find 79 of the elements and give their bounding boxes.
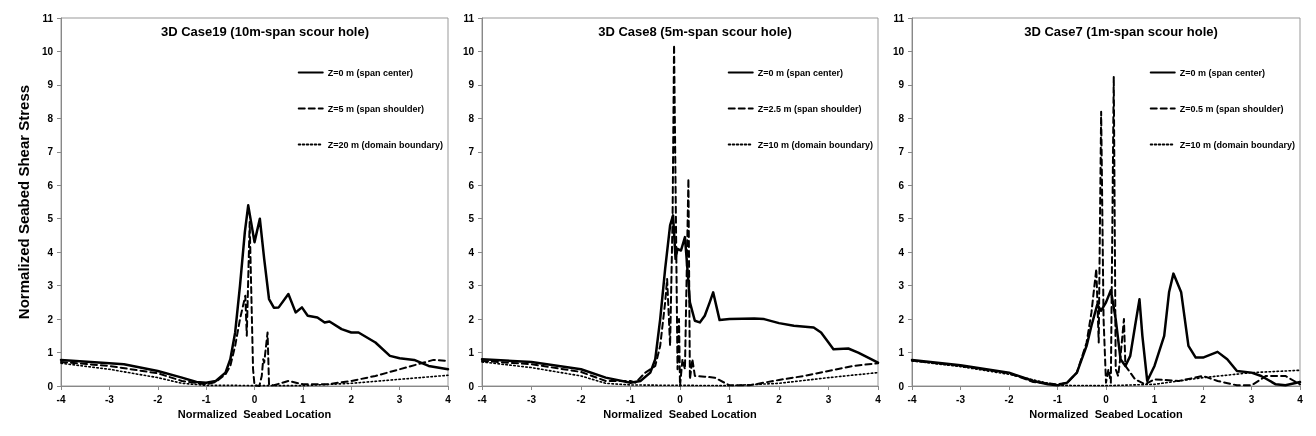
y-tick-label: 7 [468,146,475,158]
x-tick-label: 2 [776,393,783,405]
legend-label: Z=0 m (span center) [327,67,414,78]
y-tick-label: 2 [898,313,905,325]
x-tick-label: -1 [1053,393,1063,405]
x-axis-title: Normalized Seabed Location [1029,408,1183,421]
legend-label: Z=5 m (span shoulder) [327,103,425,114]
x-tick-label: 1 [300,393,307,405]
x-tick-label: 3 [825,393,832,405]
x-tick-label: 3 [1248,393,1255,405]
y-tick-label: 9 [47,79,54,91]
y-tick-label: 7 [47,146,54,158]
x-tick-label: 2 [348,393,355,405]
y-tick-label: 0 [898,380,905,392]
y-tick-label: 2 [47,313,54,325]
y-tick-label: 10 [892,45,905,57]
x-tick-label: 0 [251,393,258,405]
y-tick-label: 7 [898,146,905,158]
y-tick-label: 4 [47,246,54,258]
y-tick-label: 0 [468,380,475,392]
y-tick-label: 3 [47,280,54,292]
x-tick-label: 1 [1151,393,1158,405]
y-tick-label: 3 [468,280,475,292]
y-tick-label: 11 [463,12,475,24]
y-tick-label: 8 [898,112,905,124]
x-tick-label: -3 [956,393,966,405]
x-tick-label: -2 [153,393,163,405]
text: 3D Case19 (10m-span scour hole) [160,24,370,39]
x-tick-label: 2 [1200,393,1207,405]
x-tick-label: 0 [1103,393,1110,405]
y-tick-label: 8 [47,112,54,124]
y-tick-label: 11 [42,12,54,24]
y-tick-label: 0 [47,380,54,392]
y-tick-label: 4 [898,246,905,258]
y-tick-label: 8 [468,112,475,124]
x-tick-label: -1 [201,393,212,405]
x-tick-label: -3 [527,393,537,405]
legend-label: Z=20 m (domain boundary) [327,139,443,150]
y-tick-label: 5 [898,213,905,225]
y-tick-label: 10 [41,45,54,57]
y-tick-label: 6 [468,179,475,191]
x-tick-label: -2 [576,393,586,405]
y-tick-label: 5 [47,213,54,225]
x-tick-label: -4 [477,393,487,405]
y-tick-label: 6 [47,179,54,191]
x-tick-label: -4 [56,393,66,405]
legend-label: Z=10 m (domain boundary) [757,139,873,150]
y-tick-label: 10 [462,45,475,57]
y-tick-label: 2 [468,313,475,325]
y-tick-label: 6 [898,179,905,191]
x-axis-title: Normalized Seabed Location [603,408,757,421]
legend-label: Z=0.5 m (span shoulder) [1179,103,1284,114]
x-tick-label: -2 [1004,393,1014,405]
legend-label: Z=0 m (span center) [1179,67,1266,78]
x-tick-label: 4 [875,393,882,405]
x-tick-label: 4 [445,393,452,405]
y-tick-label: 1 [898,347,905,359]
text: 3D Case7 (1m-span scour hole) [1024,24,1218,39]
y-tick-label: 1 [468,347,475,359]
text: 3D Case8 (5m-span scour hole) [598,24,792,39]
x-tick-label: 4 [1297,393,1304,405]
y-tick-label: 9 [468,79,475,91]
y-tick-label: 3 [898,280,905,292]
legend-label: Z=10 m (domain boundary) [1179,139,1295,150]
x-tick-label: -4 [907,393,917,405]
y-axis-title: Normalized Seabed Shear Stress [15,84,32,320]
y-tick-label: 9 [898,79,905,91]
y-tick-label: 11 [893,12,905,24]
x-tick-label: 1 [726,393,733,405]
legend-label: Z=0 m (span center) [757,67,844,78]
y-tick-label: 5 [468,213,475,225]
legend-label: Z=2.5 m (span shoulder) [757,103,862,114]
x-axis-title: Normalized Seabed Location [177,408,332,421]
x-tick-label: 3 [396,393,403,405]
x-tick-label: -1 [626,393,636,405]
x-tick-label: -3 [104,393,115,405]
x-tick-label: 0 [677,393,684,405]
y-tick-label: 1 [47,347,54,359]
y-tick-label: 4 [468,246,475,258]
